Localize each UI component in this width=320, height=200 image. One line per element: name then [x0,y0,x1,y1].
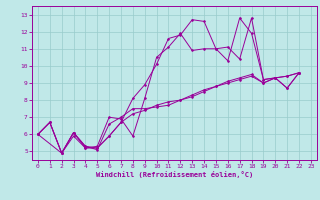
X-axis label: Windchill (Refroidissement éolien,°C): Windchill (Refroidissement éolien,°C) [96,171,253,178]
